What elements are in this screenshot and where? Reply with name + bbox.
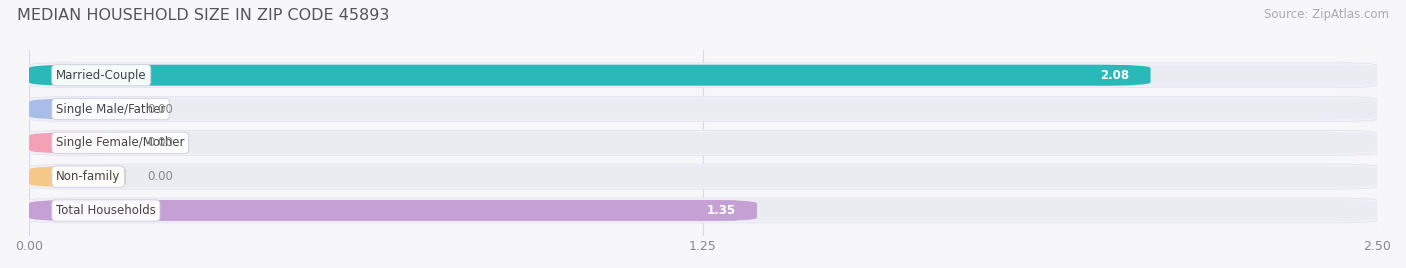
Text: 0.00: 0.00 [148, 136, 173, 149]
FancyBboxPatch shape [30, 65, 1150, 86]
Text: Source: ZipAtlas.com: Source: ZipAtlas.com [1264, 8, 1389, 21]
FancyBboxPatch shape [30, 198, 1376, 223]
Text: Non-family: Non-family [56, 170, 121, 183]
Text: 0.00: 0.00 [148, 103, 173, 116]
Text: Single Male/Father: Single Male/Father [56, 103, 166, 116]
Text: Total Households: Total Households [56, 204, 156, 217]
FancyBboxPatch shape [30, 63, 1376, 88]
Text: MEDIAN HOUSEHOLD SIZE IN ZIP CODE 45893: MEDIAN HOUSEHOLD SIZE IN ZIP CODE 45893 [17, 8, 389, 23]
Text: 0.00: 0.00 [148, 170, 173, 183]
FancyBboxPatch shape [30, 130, 1376, 155]
FancyBboxPatch shape [30, 96, 1376, 121]
Text: Married-Couple: Married-Couple [56, 69, 146, 82]
FancyBboxPatch shape [30, 166, 127, 187]
Text: 2.08: 2.08 [1099, 69, 1129, 82]
Text: Single Female/Mother: Single Female/Mother [56, 136, 184, 149]
FancyBboxPatch shape [30, 200, 756, 221]
FancyBboxPatch shape [30, 200, 1376, 221]
Text: 1.35: 1.35 [706, 204, 735, 217]
FancyBboxPatch shape [30, 164, 1376, 189]
FancyBboxPatch shape [30, 99, 1376, 120]
FancyBboxPatch shape [30, 99, 127, 120]
FancyBboxPatch shape [30, 132, 1376, 153]
FancyBboxPatch shape [30, 166, 1376, 187]
FancyBboxPatch shape [30, 65, 1376, 86]
FancyBboxPatch shape [30, 132, 127, 153]
